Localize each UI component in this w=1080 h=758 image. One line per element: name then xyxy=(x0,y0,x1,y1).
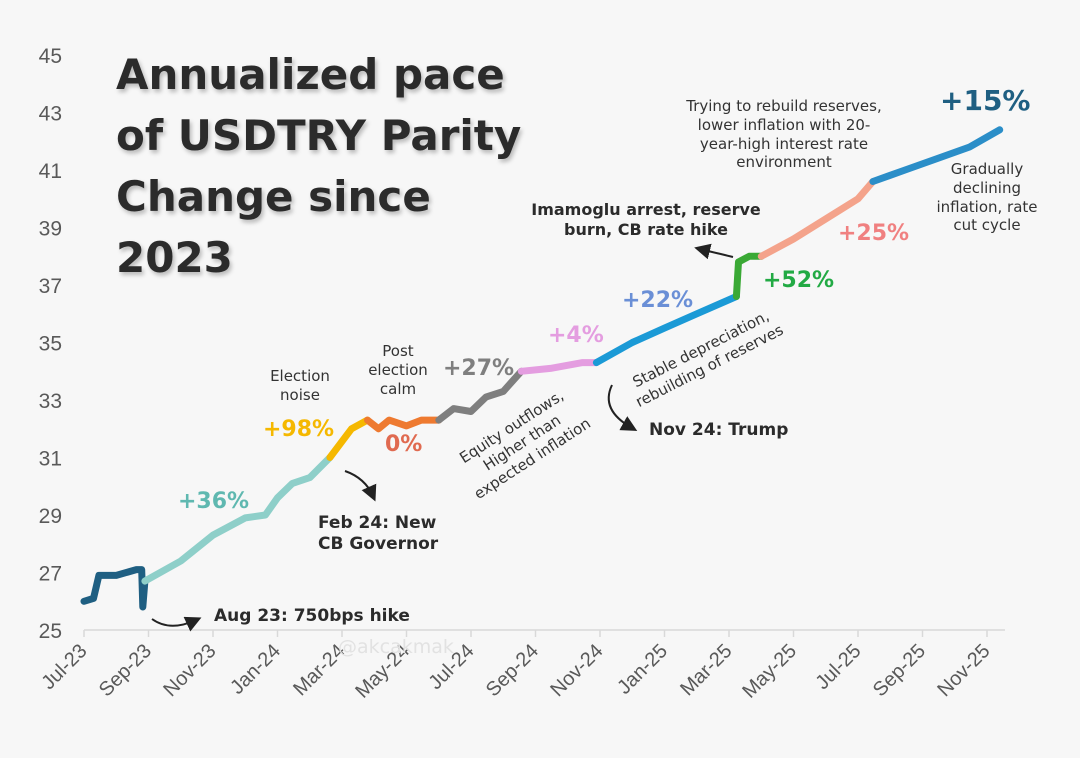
label-4: +4% xyxy=(548,323,604,348)
annotation-rebuild-line2: lower inflation with 20- xyxy=(697,115,871,134)
annotation-imamoglu-line1: Imamoglu arrest, reserve xyxy=(531,200,761,219)
y-tick-label: 35 xyxy=(39,333,62,356)
label-52: +52% xyxy=(763,268,835,293)
x-tick-label: Jul-23 xyxy=(37,640,91,694)
x-tick-label: Nov-25 xyxy=(933,640,994,701)
annotation-aug23: Aug 23: 750bps hike xyxy=(214,606,410,626)
x-tick-label: Nov-24 xyxy=(546,640,607,701)
y-tick-label: 43 xyxy=(39,103,62,126)
annotation-election-line2: noise xyxy=(280,385,320,404)
annotation-feb24-line1: Feb 24: New xyxy=(318,513,437,533)
annotation-rebuild-line1: Trying to rebuild reserves, xyxy=(686,97,882,115)
y-tick-label: 37 xyxy=(39,275,62,298)
x-tick-label: Sep-25 xyxy=(869,640,930,701)
annotation-imamoglu: Imamoglu arrest, reserve burn, CB rate h… xyxy=(530,200,762,240)
series-line-8 xyxy=(732,252,765,300)
label-0: 0% xyxy=(385,432,423,457)
x-tick-label: Jan-25 xyxy=(613,640,672,699)
y-tick-label: 41 xyxy=(39,160,62,183)
annotation-post-line2: election xyxy=(368,360,428,379)
label-15: +15% xyxy=(940,84,1031,117)
series-line-1 xyxy=(80,566,149,611)
annotation-feb24-line2: CB Governor xyxy=(318,534,439,555)
annotation-post-election: Post election calm xyxy=(368,342,428,398)
annotation-rebuild-line4: environment xyxy=(736,153,832,172)
series-line-3 xyxy=(326,416,371,461)
label-98: +98% xyxy=(263,417,335,442)
annotation-gradual-line4: cut cycle xyxy=(953,216,1021,235)
series-line-2 xyxy=(141,454,334,585)
label-27: +27% xyxy=(443,356,515,381)
watermark: @akcakmak xyxy=(338,636,454,658)
y-tick-label: 31 xyxy=(39,448,62,471)
arrow-nov24-icon xyxy=(607,384,638,431)
series-line-6 xyxy=(517,359,600,375)
x-tick-label: Sep-24 xyxy=(482,640,543,701)
arrow-feb24-icon xyxy=(344,470,377,502)
annotation-gradual: Gradually declining inflation, rate cut … xyxy=(925,160,1049,235)
chart-title: Annualized pace of USDTRY Parity Change … xyxy=(116,50,522,282)
series-line-5 xyxy=(435,367,525,424)
arrow-imamoglu-icon xyxy=(694,243,734,260)
annotation-feb24: Feb 24: New CB Governor xyxy=(318,513,438,556)
annotation-rebuild-line3: year-high interest rate xyxy=(699,134,869,153)
x-tick-label: Sep-23 xyxy=(95,640,156,701)
series-line-10 xyxy=(869,126,1004,185)
x-tick-label: Jan-24 xyxy=(226,640,285,699)
annotation-imamoglu-line2: burn, CB rate hike xyxy=(564,220,728,239)
annotation-election: Election noise xyxy=(262,367,338,405)
series-line-7 xyxy=(592,293,740,367)
annotation-post-line1: Post xyxy=(382,342,414,360)
annotation-gradual-line1: Gradually xyxy=(950,160,1024,178)
label-22: +22% xyxy=(622,288,694,313)
x-tick-label: Mar-25 xyxy=(676,640,736,700)
label-25: +25% xyxy=(838,221,910,246)
y-tick-label: 39 xyxy=(39,218,62,241)
annotation-nov24: Nov 24: Trump xyxy=(649,420,789,440)
annotation-rebuild: Trying to rebuild reserves, lower inflat… xyxy=(674,97,894,172)
series-line-4 xyxy=(364,416,443,433)
y-tick-label: 45 xyxy=(39,45,62,68)
y-tick-label: 25 xyxy=(39,620,62,643)
series-line-9 xyxy=(757,178,877,260)
y-tick-label: 27 xyxy=(39,563,62,586)
y-tick-label: 29 xyxy=(39,505,62,528)
label-36: +36% xyxy=(178,489,250,514)
x-tick-label: Jul-25 xyxy=(811,640,865,694)
x-tick-label: Nov-23 xyxy=(159,640,220,701)
annotation-gradual-line3: inflation, rate xyxy=(936,197,1038,216)
x-tick-label: May-25 xyxy=(738,640,801,703)
y-tick-label: 33 xyxy=(39,390,62,413)
annotation-gradual-line2: declining xyxy=(952,178,1022,197)
arrow-aug23-icon xyxy=(151,616,202,632)
annotation-election-line1: Election xyxy=(270,367,330,385)
annotation-post-line3: calm xyxy=(379,379,417,398)
